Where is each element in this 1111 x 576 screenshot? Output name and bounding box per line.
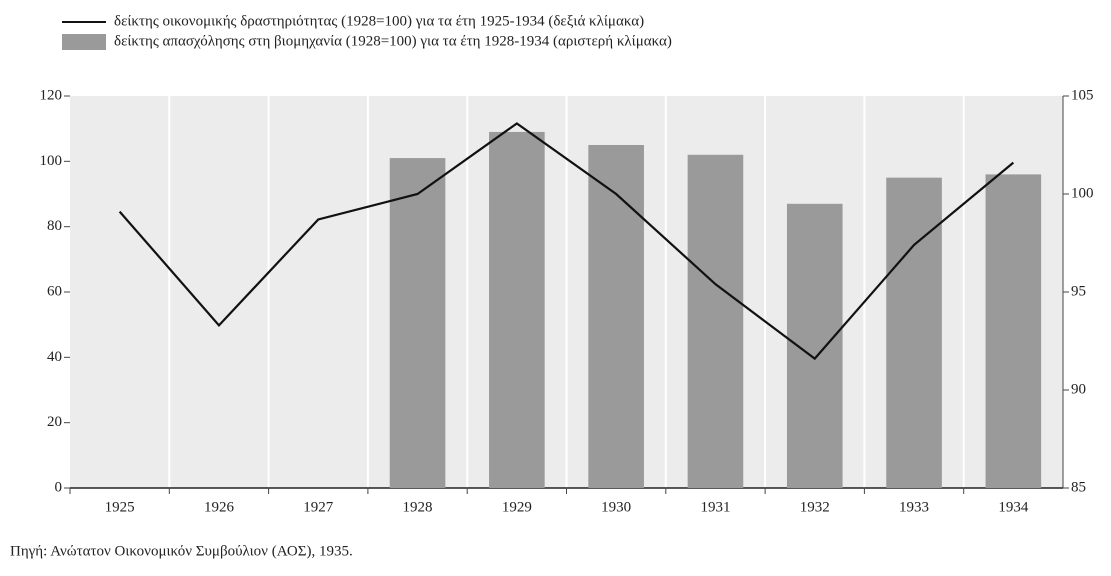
x-tick-label: 1931 — [700, 499, 730, 515]
bar — [389, 158, 446, 489]
y2-tick-label: 100 — [1071, 185, 1094, 201]
y2-tick-label: 105 — [1071, 87, 1094, 103]
legend-label: δείκτης οικονομικής δραστηριότητας (1928… — [114, 13, 644, 29]
y-tick-label: 40 — [47, 349, 62, 365]
bar — [786, 203, 843, 489]
line-series — [118, 122, 1015, 361]
x-tick-label: 1930 — [601, 499, 631, 515]
x-tick-label: 1929 — [502, 499, 532, 515]
bar — [985, 174, 1042, 488]
bar — [588, 145, 644, 488]
legend-swatch — [62, 34, 106, 50]
bar — [489, 131, 545, 488]
x-tick-label: 1928 — [403, 499, 433, 515]
y-tick-label: 100 — [40, 153, 63, 169]
y-tick-label: 80 — [47, 218, 62, 234]
y-tick-label: 0 — [55, 479, 63, 495]
x-tick-label: 1933 — [899, 499, 929, 515]
legend-label: δείκτης απασχόλησης στη βιομηχανία (1928… — [114, 33, 672, 49]
y-tick-label: 120 — [40, 87, 63, 103]
bar — [886, 177, 942, 488]
y-tick-label: 20 — [47, 414, 62, 430]
x-tick-label: 1925 — [105, 499, 135, 515]
x-tick-label: 1932 — [800, 499, 830, 515]
x-tick-label: 1927 — [303, 499, 334, 515]
y2-tick-label: 95 — [1071, 283, 1086, 299]
y2-tick-label: 85 — [1071, 479, 1086, 495]
x-tick-label: 1926 — [204, 499, 235, 515]
y-tick-label: 60 — [47, 283, 62, 299]
bar — [687, 154, 744, 489]
y2-tick-label: 90 — [1071, 381, 1086, 397]
source-note: Πηγή: Ανώτατον Οικονομικόν Συμβούλιον (Α… — [10, 543, 353, 559]
x-tick-label: 1934 — [998, 499, 1029, 515]
